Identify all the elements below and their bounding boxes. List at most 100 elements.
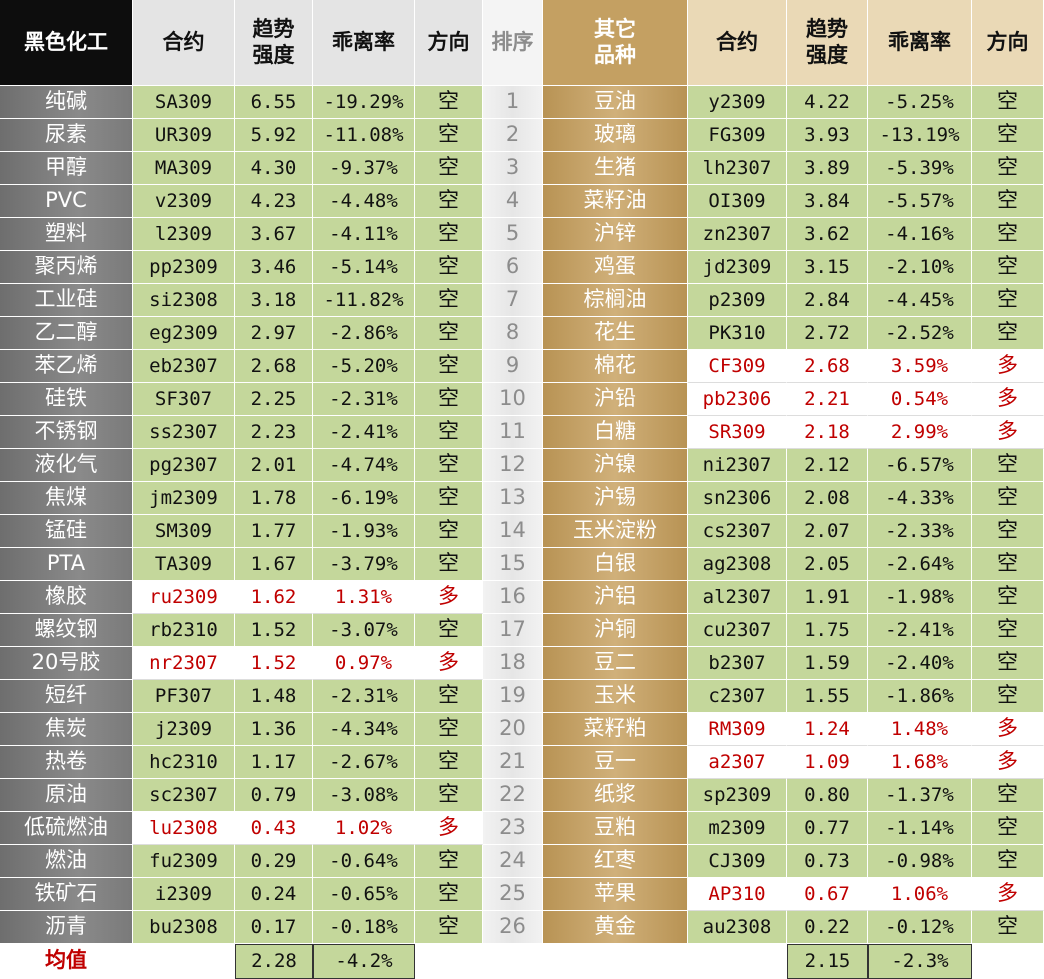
rank-cell: 14 bbox=[483, 515, 543, 548]
contract-cell: pp2309 bbox=[133, 251, 235, 284]
rank-cell: 15 bbox=[483, 548, 543, 581]
contract-cell: b2307 bbox=[688, 647, 787, 680]
rank-cell: 7 bbox=[483, 284, 543, 317]
direction-cell: 空 bbox=[415, 713, 483, 746]
strength-cell: 4.30 bbox=[235, 152, 313, 185]
deviation-cell: -2.40% bbox=[868, 647, 972, 680]
contract-cell: SF307 bbox=[133, 383, 235, 416]
footer-label: 均值 bbox=[0, 944, 133, 979]
contract-cell: rb2310 bbox=[133, 614, 235, 647]
rank-cell: 21 bbox=[483, 746, 543, 779]
strength-cell: 2.72 bbox=[787, 317, 868, 350]
contract-cell: SR309 bbox=[688, 416, 787, 449]
direction-cell: 空 bbox=[972, 251, 1044, 284]
direction-cell: 空 bbox=[972, 812, 1044, 845]
strength-cell: 4.22 bbox=[787, 86, 868, 119]
rank-cell: 18 bbox=[483, 647, 543, 680]
contract-cell: ni2307 bbox=[688, 449, 787, 482]
contract-cell: MA309 bbox=[133, 152, 235, 185]
direction-cell: 多 bbox=[972, 416, 1044, 449]
name-cell: 玉米淀粉 bbox=[543, 515, 688, 548]
contract-cell: c2307 bbox=[688, 680, 787, 713]
deviation-cell: -4.16% bbox=[868, 218, 972, 251]
rank-cell: 10 bbox=[483, 383, 543, 416]
direction-cell: 空 bbox=[972, 779, 1044, 812]
strength-cell: 2.05 bbox=[787, 548, 868, 581]
direction-cell: 空 bbox=[415, 350, 483, 383]
footer-empty bbox=[688, 944, 787, 979]
rank-cell: 5 bbox=[483, 218, 543, 251]
deviation-cell: -9.37% bbox=[313, 152, 415, 185]
rank-cell: 4 bbox=[483, 185, 543, 218]
rank-cell: 26 bbox=[483, 911, 543, 944]
name-cell: 白糖 bbox=[543, 416, 688, 449]
direction-cell: 空 bbox=[972, 317, 1044, 350]
name-cell: 沪铝 bbox=[543, 581, 688, 614]
contract-cell: m2309 bbox=[688, 812, 787, 845]
contract-cell: j2309 bbox=[133, 713, 235, 746]
contract-cell: FG309 bbox=[688, 119, 787, 152]
header-cell: 黑色化工 bbox=[0, 0, 133, 86]
direction-cell: 多 bbox=[972, 350, 1044, 383]
footer-empty bbox=[415, 944, 483, 979]
contract-cell: y2309 bbox=[688, 86, 787, 119]
contract-cell: al2307 bbox=[688, 581, 787, 614]
name-cell: 苹果 bbox=[543, 878, 688, 911]
strength-cell: 2.84 bbox=[787, 284, 868, 317]
contract-cell: p2309 bbox=[688, 284, 787, 317]
strength-cell: 3.18 bbox=[235, 284, 313, 317]
deviation-cell: -19.29% bbox=[313, 86, 415, 119]
deviation-cell: -4.74% bbox=[313, 449, 415, 482]
name-cell: 黄金 bbox=[543, 911, 688, 944]
strength-cell: 1.75 bbox=[787, 614, 868, 647]
header-cell: 乖离率 bbox=[313, 0, 415, 86]
rank-cell: 12 bbox=[483, 449, 543, 482]
contract-cell: i2309 bbox=[133, 878, 235, 911]
name-cell: 豆二 bbox=[543, 647, 688, 680]
strength-cell: 2.25 bbox=[235, 383, 313, 416]
rank-cell: 17 bbox=[483, 614, 543, 647]
name-cell: 沪铅 bbox=[543, 383, 688, 416]
strength-cell: 2.12 bbox=[787, 449, 868, 482]
contract-cell: lu2308 bbox=[133, 812, 235, 845]
name-cell: 沥青 bbox=[0, 911, 133, 944]
strength-cell: 0.67 bbox=[787, 878, 868, 911]
strength-cell: 1.59 bbox=[787, 647, 868, 680]
deviation-cell: -2.33% bbox=[868, 515, 972, 548]
deviation-cell: 2.99% bbox=[868, 416, 972, 449]
direction-cell: 空 bbox=[972, 581, 1044, 614]
strength-cell: 1.52 bbox=[235, 647, 313, 680]
strength-cell: 0.22 bbox=[787, 911, 868, 944]
strength-cell: 1.91 bbox=[787, 581, 868, 614]
deviation-cell: -1.93% bbox=[313, 515, 415, 548]
deviation-cell: 0.97% bbox=[313, 647, 415, 680]
direction-cell: 空 bbox=[415, 383, 483, 416]
direction-cell: 空 bbox=[415, 878, 483, 911]
contract-cell: ss2307 bbox=[133, 416, 235, 449]
direction-cell: 空 bbox=[972, 449, 1044, 482]
direction-cell: 空 bbox=[415, 779, 483, 812]
strength-cell: 0.79 bbox=[235, 779, 313, 812]
direction-cell: 空 bbox=[972, 482, 1044, 515]
name-cell: 红枣 bbox=[543, 845, 688, 878]
direction-cell: 多 bbox=[415, 647, 483, 680]
name-cell: 豆油 bbox=[543, 86, 688, 119]
deviation-cell: -2.41% bbox=[868, 614, 972, 647]
direction-cell: 空 bbox=[415, 185, 483, 218]
name-cell: 螺纹钢 bbox=[0, 614, 133, 647]
direction-cell: 空 bbox=[415, 86, 483, 119]
name-cell: 纯碱 bbox=[0, 86, 133, 119]
contract-cell: CF309 bbox=[688, 350, 787, 383]
contract-cell: au2308 bbox=[688, 911, 787, 944]
deviation-cell: -6.57% bbox=[868, 449, 972, 482]
name-cell: PTA bbox=[0, 548, 133, 581]
name-cell: 液化气 bbox=[0, 449, 133, 482]
footer-strength: 2.28 bbox=[235, 944, 313, 979]
name-cell: 菜籽油 bbox=[543, 185, 688, 218]
deviation-cell: -2.67% bbox=[313, 746, 415, 779]
direction-cell: 空 bbox=[972, 515, 1044, 548]
strength-cell: 0.77 bbox=[787, 812, 868, 845]
rank-cell: 13 bbox=[483, 482, 543, 515]
direction-cell: 多 bbox=[972, 713, 1044, 746]
